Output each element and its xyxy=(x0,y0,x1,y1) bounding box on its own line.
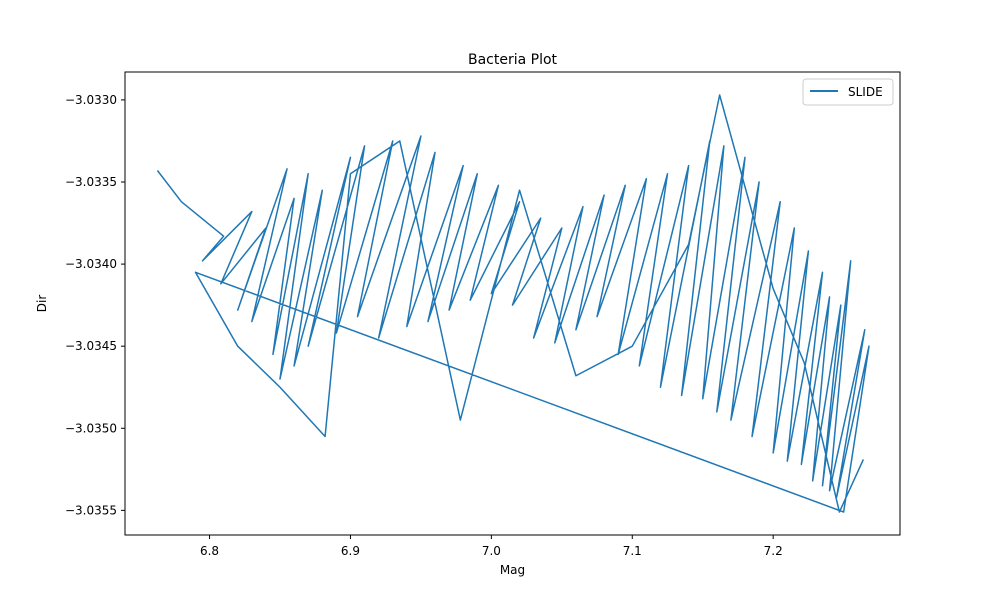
x-tick-label: 6.8 xyxy=(200,544,219,558)
legend: SLIDE xyxy=(802,78,894,106)
legend-box xyxy=(802,78,894,106)
y-tick-label: −3.0340 xyxy=(65,257,117,271)
y-tick-label: −3.0330 xyxy=(65,93,117,107)
y-tick-label: −3.0335 xyxy=(65,175,117,189)
series-layer xyxy=(156,94,870,513)
y-tick-label: −3.0355 xyxy=(65,503,117,517)
x-axis-label: Mag xyxy=(500,563,525,577)
y-axis-label: Dir xyxy=(35,295,49,313)
x-tick-label: 6.9 xyxy=(341,544,360,558)
x-axis: 6.8 6.9 7.0 7.1 7.2 xyxy=(200,535,783,558)
x-tick-label: 7.1 xyxy=(623,544,642,558)
y-tick-label: −3.0345 xyxy=(65,339,117,353)
x-tick-label: 7.2 xyxy=(764,544,783,558)
legend-label: SLIDE xyxy=(848,85,883,99)
chart-title: Bacteria Plot xyxy=(468,52,558,68)
x-tick-label: 7.0 xyxy=(482,544,501,558)
plot-frame xyxy=(124,71,901,536)
y-tick-label: −3.0350 xyxy=(65,421,117,435)
y-axis: −3.0330 −3.0335 −3.0340 −3.0345 −3.0350 −3.03… xyxy=(65,93,125,517)
series-line-0 xyxy=(156,94,870,513)
